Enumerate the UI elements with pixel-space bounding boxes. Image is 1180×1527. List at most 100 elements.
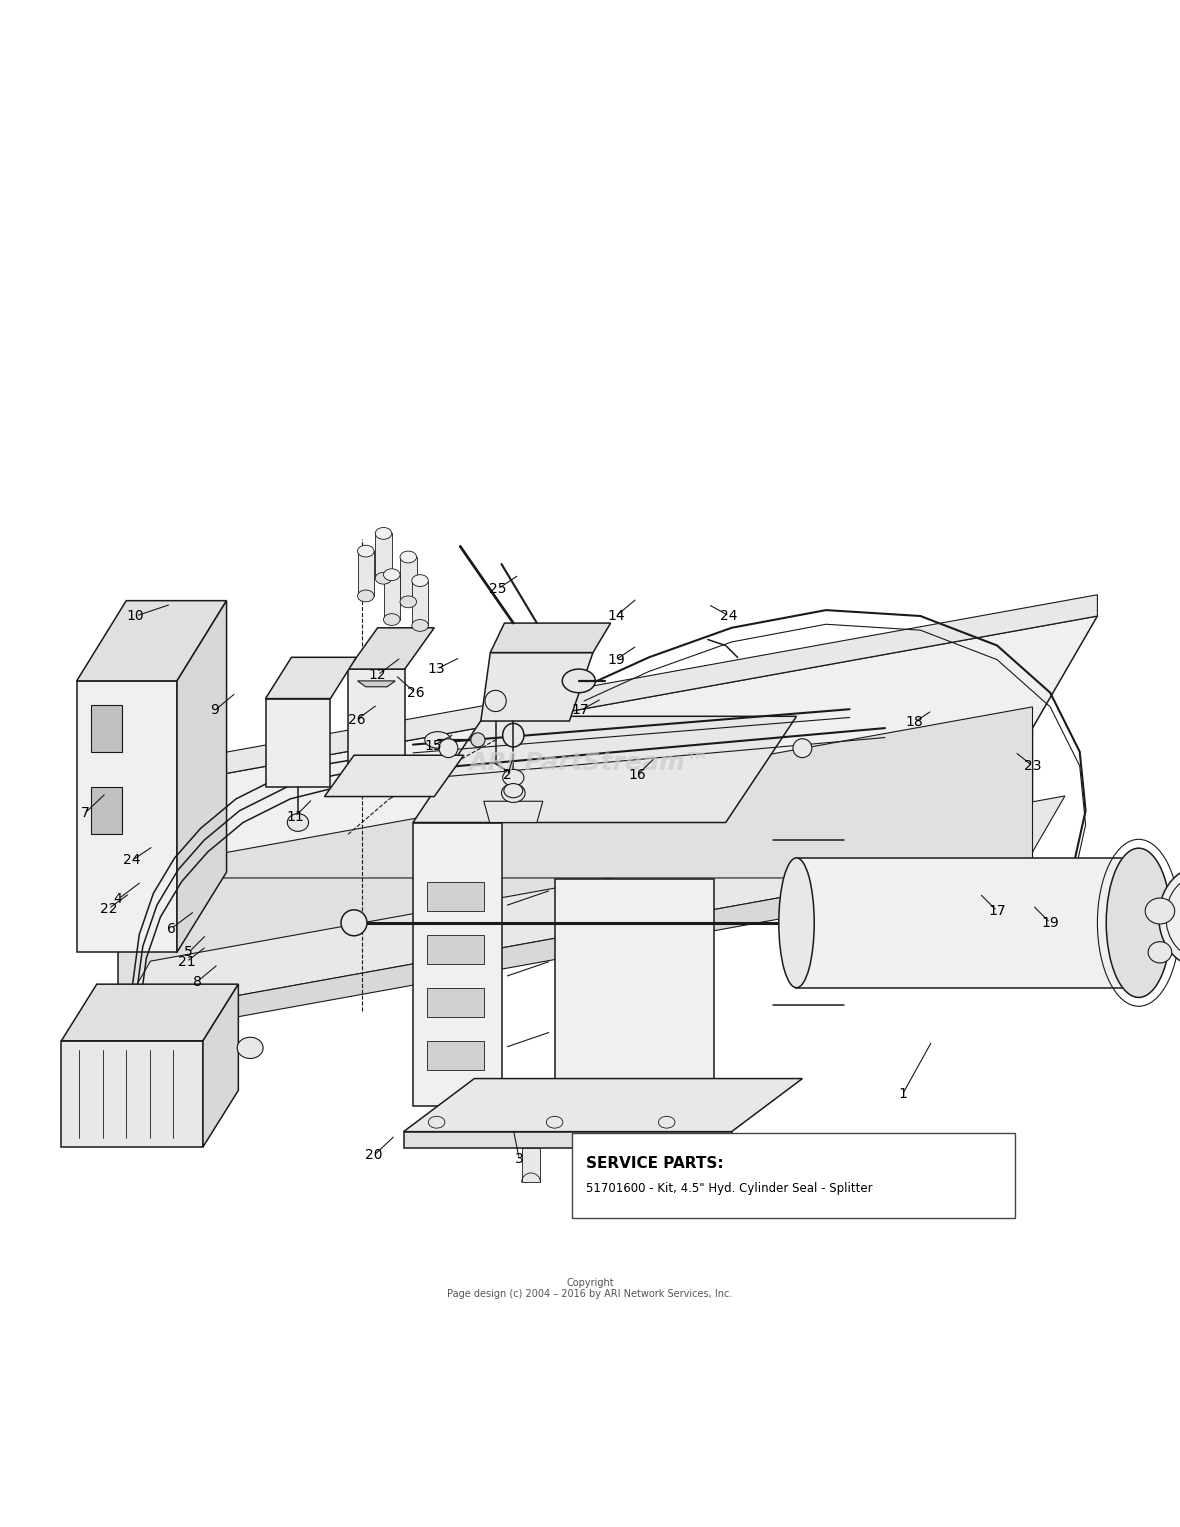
Polygon shape <box>91 786 122 834</box>
Text: 18: 18 <box>905 715 924 730</box>
Ellipse shape <box>237 1037 263 1058</box>
Text: 4: 4 <box>113 892 123 906</box>
Polygon shape <box>358 551 374 596</box>
Polygon shape <box>203 985 238 1147</box>
Text: 3: 3 <box>514 1151 524 1165</box>
Text: 7: 7 <box>80 806 90 820</box>
Ellipse shape <box>779 858 814 988</box>
Text: 19: 19 <box>607 652 625 667</box>
Ellipse shape <box>384 568 400 580</box>
Text: 21: 21 <box>178 954 195 968</box>
Polygon shape <box>118 852 1032 1038</box>
Ellipse shape <box>502 783 525 803</box>
Ellipse shape <box>400 551 417 563</box>
Text: 17: 17 <box>989 904 1005 918</box>
Ellipse shape <box>503 724 524 747</box>
Text: ARI PartStream™: ARI PartStream™ <box>470 751 710 776</box>
Text: SERVICE PARTS:: SERVICE PARTS: <box>586 1156 725 1171</box>
Text: 24: 24 <box>721 609 738 623</box>
Text: 14: 14 <box>608 609 624 623</box>
Polygon shape <box>522 1148 540 1182</box>
Text: 25: 25 <box>490 582 506 596</box>
Ellipse shape <box>384 614 400 626</box>
Polygon shape <box>413 716 796 823</box>
Polygon shape <box>77 681 177 953</box>
Polygon shape <box>266 657 356 698</box>
Polygon shape <box>266 698 330 786</box>
Ellipse shape <box>400 596 417 608</box>
Polygon shape <box>61 985 238 1041</box>
Polygon shape <box>183 594 1097 782</box>
Polygon shape <box>118 796 1064 1017</box>
Polygon shape <box>375 533 392 579</box>
Polygon shape <box>177 600 227 953</box>
Polygon shape <box>358 681 395 687</box>
Text: 17: 17 <box>572 704 589 718</box>
Text: 11: 11 <box>286 809 304 823</box>
Polygon shape <box>581 1148 599 1182</box>
Ellipse shape <box>1159 867 1180 967</box>
Text: 26: 26 <box>348 713 365 727</box>
Polygon shape <box>796 858 1139 988</box>
Polygon shape <box>427 1041 484 1070</box>
Polygon shape <box>481 652 592 721</box>
Bar <box>572 1133 1015 1219</box>
Polygon shape <box>384 574 400 620</box>
Text: 12: 12 <box>369 667 386 683</box>
Text: 15: 15 <box>425 739 441 753</box>
Polygon shape <box>412 580 428 626</box>
Text: 19: 19 <box>1041 916 1060 930</box>
Polygon shape <box>118 707 1032 878</box>
Text: Copyright
Page design (c) 2004 – 2016 by ARI Network Services, Inc.: Copyright Page design (c) 2004 – 2016 by… <box>447 1278 733 1299</box>
Ellipse shape <box>439 739 458 757</box>
Polygon shape <box>324 756 464 797</box>
Ellipse shape <box>358 589 374 602</box>
Text: 16: 16 <box>628 768 647 782</box>
Ellipse shape <box>471 733 485 747</box>
Ellipse shape <box>412 620 428 631</box>
Text: 8: 8 <box>192 974 202 989</box>
Ellipse shape <box>375 527 392 539</box>
Ellipse shape <box>562 669 595 693</box>
Polygon shape <box>404 1078 802 1132</box>
Polygon shape <box>91 704 122 751</box>
Ellipse shape <box>793 739 812 757</box>
Text: 23: 23 <box>1024 759 1041 773</box>
Text: 10: 10 <box>127 609 144 623</box>
Polygon shape <box>77 600 227 681</box>
Text: 6: 6 <box>166 922 176 936</box>
Polygon shape <box>118 728 1032 1017</box>
Ellipse shape <box>503 770 524 786</box>
Text: 26: 26 <box>407 686 424 699</box>
Ellipse shape <box>504 783 523 797</box>
Text: 1: 1 <box>898 1087 907 1101</box>
Polygon shape <box>400 557 417 602</box>
Polygon shape <box>427 881 484 912</box>
Ellipse shape <box>287 814 309 831</box>
Polygon shape <box>491 623 611 652</box>
Ellipse shape <box>485 690 506 712</box>
Ellipse shape <box>425 731 451 748</box>
Polygon shape <box>348 669 405 786</box>
Polygon shape <box>484 802 543 823</box>
Polygon shape <box>427 935 484 964</box>
Polygon shape <box>404 1132 732 1148</box>
Text: 24: 24 <box>124 854 140 867</box>
Text: 13: 13 <box>428 663 445 676</box>
Text: 2: 2 <box>503 768 512 782</box>
Ellipse shape <box>1145 898 1175 924</box>
Ellipse shape <box>1107 847 1171 997</box>
Polygon shape <box>413 823 502 1106</box>
Polygon shape <box>427 988 484 1017</box>
Ellipse shape <box>341 910 367 936</box>
Polygon shape <box>61 1041 203 1147</box>
Polygon shape <box>555 880 714 1106</box>
Text: 9: 9 <box>210 704 219 718</box>
Ellipse shape <box>358 545 374 557</box>
Polygon shape <box>118 615 1097 893</box>
Ellipse shape <box>375 573 392 585</box>
Text: 22: 22 <box>100 901 117 916</box>
Text: 20: 20 <box>366 1148 382 1162</box>
Text: 5: 5 <box>184 945 194 959</box>
Polygon shape <box>348 628 434 669</box>
